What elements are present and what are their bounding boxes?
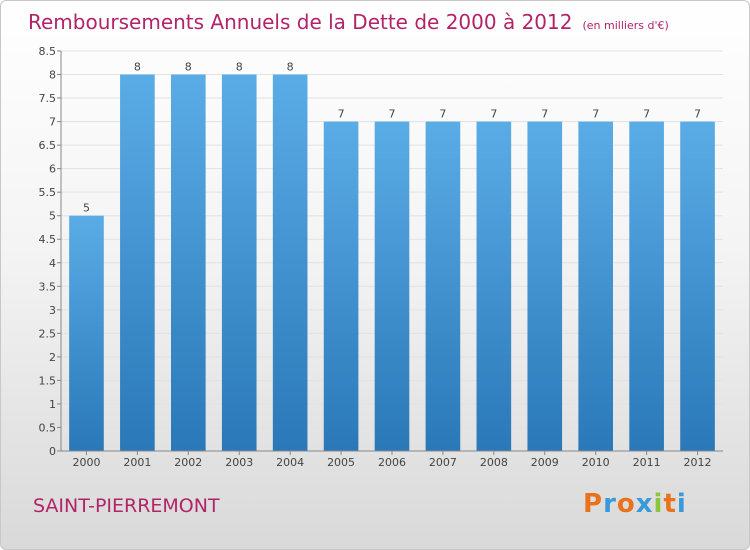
x-tick-label: 2008 [480, 456, 508, 469]
y-tick-label: 7.5 [39, 92, 57, 105]
commune-name: SAINT-PIERREMONT [33, 495, 220, 517]
x-axis: 2000 2001 2002 2003 2004 2005 2006 2007 2008 2009… [61, 450, 723, 469]
x-tick-label: 2005 [327, 456, 355, 469]
logo-letter: i [653, 489, 664, 519]
bar-2000 [69, 215, 104, 451]
chart-title-text: Remboursements Annuels de la Dette de 20… [28, 10, 573, 34]
bar-2008 [476, 121, 512, 452]
x-tick-label: 2009 [531, 456, 559, 469]
bar-value-label: 7 [389, 108, 396, 121]
y-tick-label: 5.5 [39, 186, 57, 199]
y-tick-label: 8.5 [39, 45, 57, 58]
bar-value-label: 7 [439, 108, 446, 121]
y-tick-label: 0 [49, 445, 56, 458]
bar-value-label: 7 [338, 108, 345, 121]
logo-letter: P [583, 489, 604, 519]
y-tick-label: 1 [49, 398, 56, 411]
bar-value-label: 7 [592, 108, 599, 121]
bar-value-label: 5 [83, 202, 90, 215]
x-tick-label: 2001 [123, 456, 151, 469]
x-tick-label: 2012 [684, 456, 712, 469]
x-tick-label: 2000 [72, 456, 100, 469]
logo-letter: r [603, 489, 617, 519]
bars: 5 8 8 8 8 7 7 7 7 7 7 7 7 [69, 61, 715, 452]
bar-2007 [425, 121, 461, 452]
chart-unit: (en milliers d'€) [582, 19, 669, 32]
y-tick-label: 2 [49, 351, 56, 364]
y-tick-label: 8 [49, 69, 56, 82]
y-tick-label: 6.5 [39, 139, 57, 152]
bar-2004 [272, 74, 308, 451]
y-tick-label: 3.5 [39, 280, 57, 293]
y-tick-label: 7 [49, 116, 56, 129]
bar-2011 [629, 121, 664, 452]
bar-value-label: 8 [236, 61, 243, 74]
bar-value-label: 8 [287, 61, 294, 74]
y-axis: 0 0.5 1 1.5 2 2.5 3 3.5 4 4.5 5 5.5 6 6.5 7 7.5 8 8.5 [39, 45, 62, 458]
x-tick-label: 2002 [174, 456, 202, 469]
logo-letter: x [635, 489, 654, 519]
logo-letter: t [663, 489, 677, 519]
y-tick-label: 5 [49, 210, 56, 223]
x-tick-label: 2006 [378, 456, 406, 469]
bar-value-label: 8 [185, 61, 192, 74]
y-tick-label: 4 [49, 257, 56, 270]
x-tick-label: 2011 [633, 456, 661, 469]
x-tick-label: 2007 [429, 456, 457, 469]
logo-letter: o [616, 489, 636, 519]
bar-value-label: 7 [694, 108, 701, 121]
logo-letter: i [676, 489, 687, 519]
bar-value-label: 7 [643, 108, 650, 121]
y-tick-label: 2.5 [39, 327, 57, 340]
x-tick-label: 2004 [276, 456, 304, 469]
y-tick-label: 4.5 [39, 233, 57, 246]
y-tick-label: 1.5 [39, 374, 57, 387]
y-tick-label: 3 [49, 304, 56, 317]
y-tick-label: 0.5 [39, 421, 57, 434]
bar-2003 [221, 74, 257, 451]
bar-2009 [527, 121, 563, 452]
bar-2006 [374, 121, 410, 452]
y-tick-label: 6 [49, 163, 56, 176]
x-tick-label: 2003 [225, 456, 253, 469]
bar-value-label: 7 [490, 108, 497, 121]
bar-value-label: 8 [134, 61, 141, 74]
bar-2005 [323, 121, 359, 452]
x-tick-label: 2010 [582, 456, 610, 469]
bar-2010 [578, 121, 614, 452]
bar-2001 [120, 74, 155, 451]
bar-2012 [680, 121, 715, 452]
chart-title: Remboursements Annuels de la Dette de 20… [28, 10, 669, 34]
bar-value-label: 7 [541, 108, 548, 121]
bar-2002 [170, 74, 206, 451]
proxiti-logo: Proxiti [583, 489, 687, 519]
